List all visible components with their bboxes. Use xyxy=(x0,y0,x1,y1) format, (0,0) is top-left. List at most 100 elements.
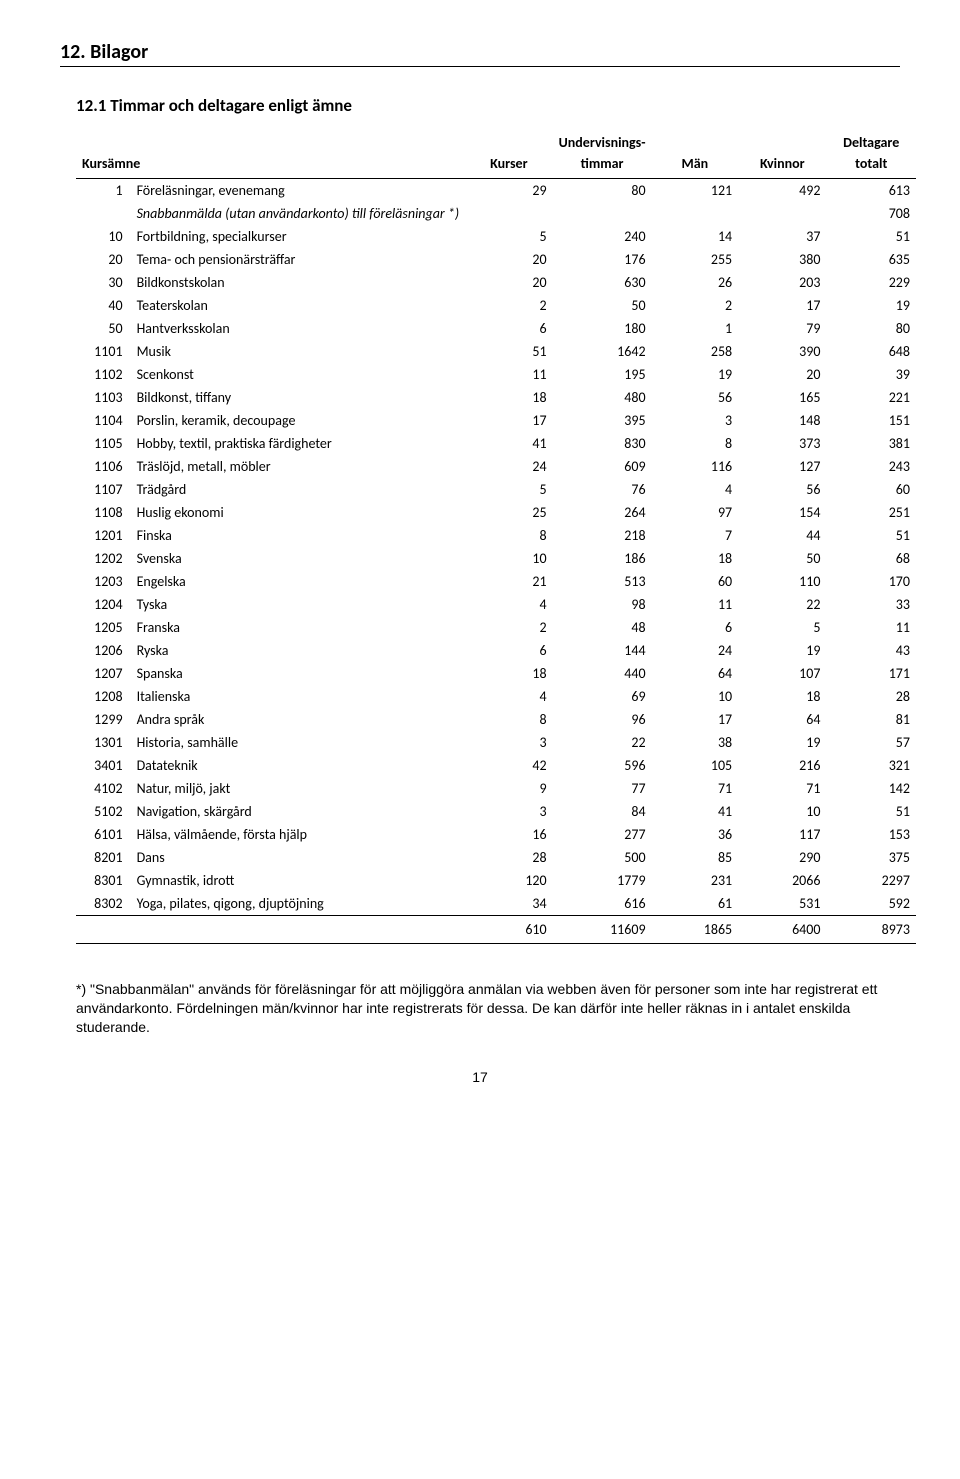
cell-totalt: 221 xyxy=(826,386,916,409)
cell-kvinnor: 5 xyxy=(738,616,826,639)
cell-kurser: 4 xyxy=(465,593,553,616)
cell-kurser: 21 xyxy=(465,570,553,593)
header-män: Män xyxy=(652,130,739,179)
totals-kurser: 610 xyxy=(465,916,553,944)
cell-code: 20 xyxy=(76,248,131,271)
cell-code: 30 xyxy=(76,271,131,294)
header-timmar-bottom: timmar xyxy=(553,151,652,179)
cell-kurser: 5 xyxy=(465,478,553,501)
table-row: 8301Gymnastik, idrott120177923120662297 xyxy=(76,869,916,892)
table-row: 1205Franska2486511 xyxy=(76,616,916,639)
cell-name: Andra språk xyxy=(131,708,466,731)
cell-kvinnor: 216 xyxy=(738,754,826,777)
cell-code: 10 xyxy=(76,225,131,248)
cell-kurser: 25 xyxy=(465,501,553,524)
cell-name: Huslig ekonomi xyxy=(131,501,466,524)
cell-name: Bildkonst, tiffany xyxy=(131,386,466,409)
cell-name: Musik xyxy=(131,340,466,363)
cell-code: 1204 xyxy=(76,593,131,616)
cell-kvinnor: 64 xyxy=(738,708,826,731)
cell-name: Scenkonst xyxy=(131,363,466,386)
cell-name: Snabbanmälda (utan användarkonto) till f… xyxy=(131,202,466,225)
cell-timmar: 77 xyxy=(553,777,652,800)
cell-kurser: 18 xyxy=(465,386,553,409)
table-row: 1108Huslig ekonomi2526497154251 xyxy=(76,501,916,524)
table-row: 30Bildkonstskolan2063026203229 xyxy=(76,271,916,294)
cell-timmar: 50 xyxy=(553,294,652,317)
cell-timmar: 240 xyxy=(553,225,652,248)
table-row: 1105Hobby, textil, praktiska färdigheter… xyxy=(76,432,916,455)
cell-kurser: 29 xyxy=(465,179,553,203)
cell-kvinnor: 373 xyxy=(738,432,826,455)
cell-code: 1301 xyxy=(76,731,131,754)
cell-totalt: 648 xyxy=(826,340,916,363)
table-row: 1207Spanska1844064107171 xyxy=(76,662,916,685)
cell-kvinnor: 165 xyxy=(738,386,826,409)
cell-name: Svenska xyxy=(131,547,466,570)
cell-code: 1103 xyxy=(76,386,131,409)
cell-kvinnor: 20 xyxy=(738,363,826,386)
cell-code: 1203 xyxy=(76,570,131,593)
cell-totalt: 381 xyxy=(826,432,916,455)
cell-kvinnor: 71 xyxy=(738,777,826,800)
cell-code: 4102 xyxy=(76,777,131,800)
course-table: Kursämne Kurser Undervisnings- Män Kvinn… xyxy=(76,130,916,944)
cell-kurser: 8 xyxy=(465,524,553,547)
cell-män: 71 xyxy=(652,777,739,800)
cell-timmar: 395 xyxy=(553,409,652,432)
cell-kvinnor: 18 xyxy=(738,685,826,708)
cell-totalt: 321 xyxy=(826,754,916,777)
cell-totalt: 80 xyxy=(826,317,916,340)
cell-code: 1104 xyxy=(76,409,131,432)
cell-män: 3 xyxy=(652,409,739,432)
cell-code: 1102 xyxy=(76,363,131,386)
table-row: 1204Tyska498112233 xyxy=(76,593,916,616)
cell-code: 1205 xyxy=(76,616,131,639)
cell-code: 1108 xyxy=(76,501,131,524)
cell-kvinnor: 19 xyxy=(738,731,826,754)
cell-name: Trädgård xyxy=(131,478,466,501)
totals-totalt: 8973 xyxy=(826,916,916,944)
cell-timmar: 176 xyxy=(553,248,652,271)
cell-män: 38 xyxy=(652,731,739,754)
cell-kurser: 3 xyxy=(465,800,553,823)
cell-män: 4 xyxy=(652,478,739,501)
cell-code: 1208 xyxy=(76,685,131,708)
cell-män: 41 xyxy=(652,800,739,823)
cell-code: 1299 xyxy=(76,708,131,731)
table-row: 4102Natur, miljö, jakt9777171142 xyxy=(76,777,916,800)
cell-code: 1201 xyxy=(76,524,131,547)
table-row: 3401Datateknik42596105216321 xyxy=(76,754,916,777)
cell-totalt: 375 xyxy=(826,846,916,869)
cell-män: 26 xyxy=(652,271,739,294)
table-row: 50Hantverksskolan618017980 xyxy=(76,317,916,340)
cell-kvinnor: 17 xyxy=(738,294,826,317)
cell-name: Hälsa, välmående, första hjälp xyxy=(131,823,466,846)
cell-kvinnor: 37 xyxy=(738,225,826,248)
table-row: 1104Porslin, keramik, decoupage173953148… xyxy=(76,409,916,432)
cell-män: 64 xyxy=(652,662,739,685)
header-kursämne: Kursämne xyxy=(76,130,465,179)
cell-name: Italienska xyxy=(131,685,466,708)
cell-kurser: 51 xyxy=(465,340,553,363)
table-row: Snabbanmälda (utan användarkonto) till f… xyxy=(76,202,916,225)
cell-code: 1105 xyxy=(76,432,131,455)
cell-kvinnor: 203 xyxy=(738,271,826,294)
cell-code xyxy=(76,202,131,225)
cell-name: Dans xyxy=(131,846,466,869)
cell-kurser: 28 xyxy=(465,846,553,869)
cell-kurser: 3 xyxy=(465,731,553,754)
cell-kurser: 17 xyxy=(465,409,553,432)
cell-män: 61 xyxy=(652,892,739,916)
table-row: 1101Musik511642258390648 xyxy=(76,340,916,363)
cell-kvinnor: 127 xyxy=(738,455,826,478)
cell-kvinnor: 531 xyxy=(738,892,826,916)
cell-name: Datateknik xyxy=(131,754,466,777)
cell-kvinnor: 22 xyxy=(738,593,826,616)
page-number: 17 xyxy=(60,1069,900,1085)
totals-män: 1865 xyxy=(652,916,739,944)
table-row: 1208Italienska469101828 xyxy=(76,685,916,708)
cell-kurser: 120 xyxy=(465,869,553,892)
footnote: *) "Snabbanmälan" används för föreläsnin… xyxy=(76,980,884,1037)
cell-totalt: 57 xyxy=(826,731,916,754)
